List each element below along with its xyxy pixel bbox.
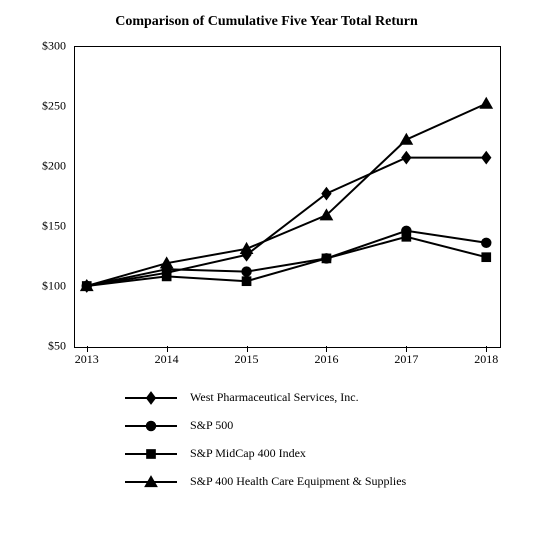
legend-label: S&P 400 Health Care Equipment & Supplies xyxy=(190,474,406,489)
legend: West Pharmaceutical Services, Inc. S&P 50… xyxy=(125,390,533,489)
x-axis-label: 2014 xyxy=(155,352,179,367)
legend-swatch xyxy=(125,397,177,399)
x-axis-label: 2018 xyxy=(474,352,498,367)
legend-swatch xyxy=(125,481,177,483)
legend-item: S&P 500 xyxy=(125,418,533,433)
series-marker-2 xyxy=(481,252,491,262)
legend-label: S&P 500 xyxy=(190,418,233,433)
series-marker-0 xyxy=(401,151,411,165)
x-axis-tick xyxy=(326,346,327,352)
y-axis-label: $200 xyxy=(42,159,66,174)
chart-title: Comparison of Cumulative Five Year Total… xyxy=(0,14,533,30)
series-marker-2 xyxy=(162,272,172,282)
series-marker-1 xyxy=(241,266,251,276)
x-axis-tick xyxy=(247,346,248,352)
x-axis-label: 2016 xyxy=(314,352,338,367)
legend-item: S&P 400 Health Care Equipment & Supplies xyxy=(125,474,533,489)
legend-swatch xyxy=(125,425,177,427)
series-marker-3 xyxy=(240,242,254,254)
x-axis-label: 2013 xyxy=(75,352,99,367)
y-axis-label: $150 xyxy=(42,219,66,234)
x-axis-label: 2015 xyxy=(235,352,259,367)
x-axis-labels: 2013 2014 2015 2016 2017 2018 xyxy=(74,350,499,370)
legend-marker-icon xyxy=(146,449,156,459)
series-marker-3 xyxy=(399,133,413,145)
y-axis-label: $50 xyxy=(48,339,66,354)
y-axis-labels: $50$100$150$200$250$300 xyxy=(19,46,70,346)
series-marker-2 xyxy=(322,254,332,264)
legend-marker-icon xyxy=(146,391,156,405)
legend-label: S&P MidCap 400 Index xyxy=(190,446,306,461)
series-marker-2 xyxy=(242,276,252,286)
x-axis-tick xyxy=(406,346,407,352)
chart-svg xyxy=(74,46,499,346)
x-axis-tick xyxy=(87,346,88,352)
legend-marker-icon xyxy=(144,475,158,487)
legend-item: West Pharmaceutical Services, Inc. xyxy=(125,390,533,405)
y-axis-label: $300 xyxy=(42,39,66,54)
series-line-0 xyxy=(87,158,487,286)
series-marker-0 xyxy=(481,151,491,165)
series-marker-0 xyxy=(321,187,331,201)
series-line-2 xyxy=(87,237,487,286)
series-line-3 xyxy=(87,104,487,286)
chart-container: $50$100$150$200$250$30020132014201520162… xyxy=(19,40,514,372)
legend-swatch xyxy=(125,453,177,455)
x-axis-label: 2017 xyxy=(394,352,418,367)
x-axis-tick xyxy=(486,346,487,352)
legend-label: West Pharmaceutical Services, Inc. xyxy=(190,390,359,405)
y-axis-label: $250 xyxy=(42,99,66,114)
y-axis-label: $100 xyxy=(42,279,66,294)
series-line-1 xyxy=(87,231,487,286)
series-marker-1 xyxy=(481,238,491,248)
series-marker-3 xyxy=(479,97,493,109)
legend-marker-icon xyxy=(146,420,156,430)
x-axis-tick xyxy=(167,346,168,352)
series-marker-2 xyxy=(402,232,412,242)
legend-item: S&P MidCap 400 Index xyxy=(125,446,533,461)
